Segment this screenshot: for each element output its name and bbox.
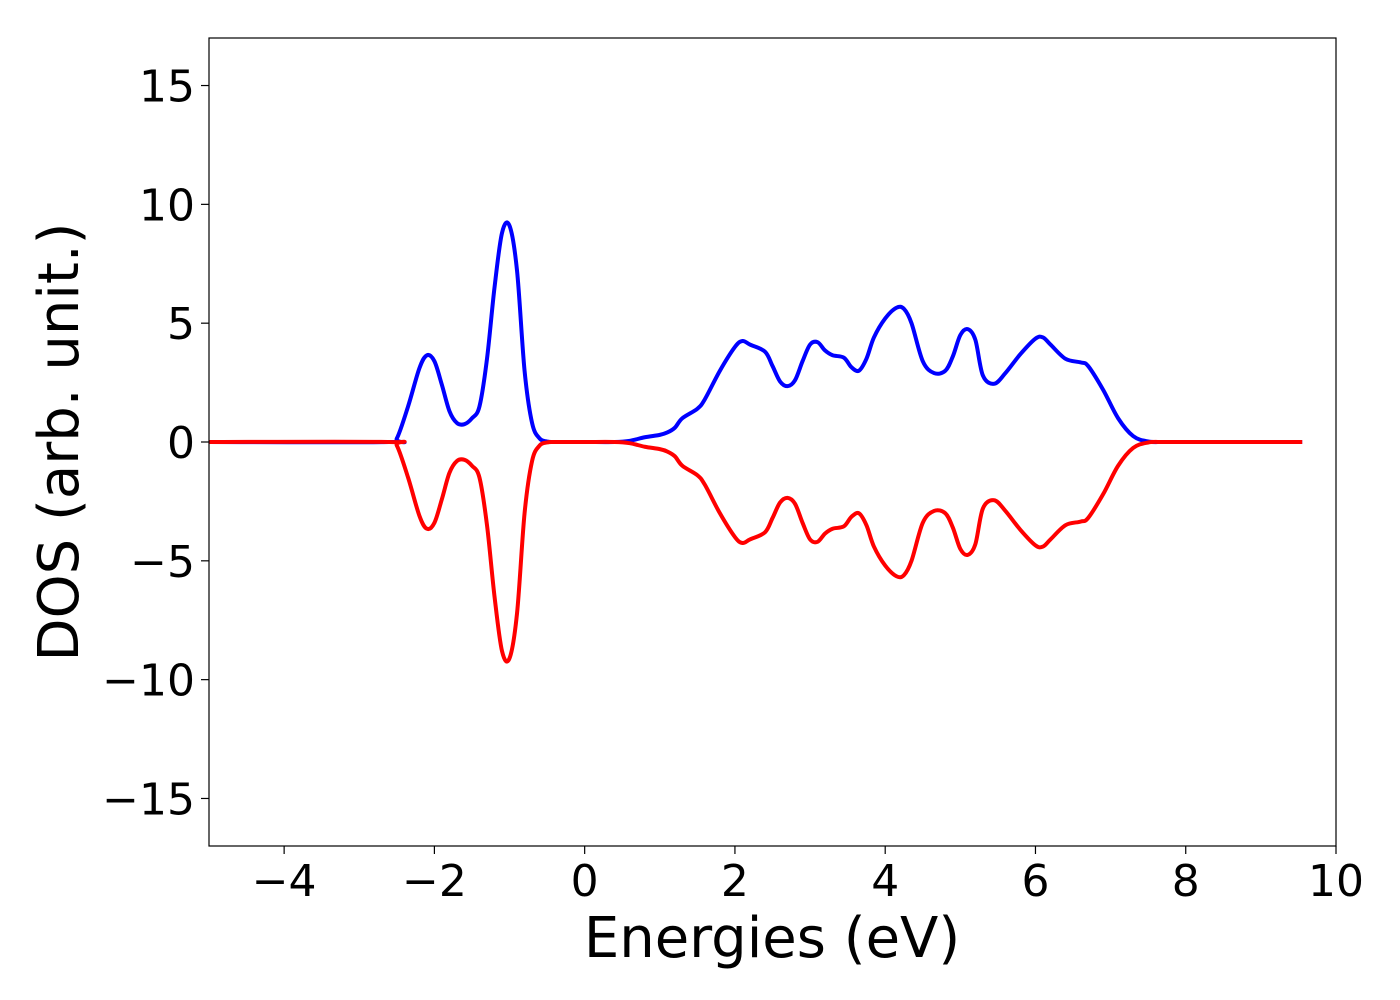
x-tick-label: 2 bbox=[721, 856, 749, 907]
series-layer bbox=[208, 220, 1303, 664]
y-tick-label: 10 bbox=[139, 180, 195, 231]
y-tick-label: 15 bbox=[139, 62, 195, 113]
y-tick-label: 5 bbox=[167, 299, 195, 350]
series-line-1 bbox=[208, 220, 1303, 445]
x-axis-label: Energies (eV) bbox=[584, 906, 960, 971]
series-line-2 bbox=[208, 439, 1303, 664]
x-tick-label: 0 bbox=[571, 856, 599, 907]
x-tick-label: 4 bbox=[871, 856, 899, 907]
x-tick-label: 8 bbox=[1172, 856, 1200, 907]
x-tick-label: −2 bbox=[402, 856, 467, 907]
y-tick-label: 0 bbox=[167, 418, 195, 469]
x-tick-label: 6 bbox=[1021, 856, 1049, 907]
y-tick-label: −15 bbox=[102, 774, 195, 825]
x-tick-label: −4 bbox=[252, 856, 317, 907]
y-axis-label: DOS (arb. unit.) bbox=[27, 222, 92, 661]
y-tick-label: −5 bbox=[130, 537, 195, 588]
y-axis-ticks: 15 10 5 0 −5 −10 −15 bbox=[102, 62, 209, 825]
y-tick-label: −10 bbox=[102, 656, 195, 707]
x-tick-label: 10 bbox=[1308, 856, 1364, 907]
x-axis-ticks: −4 −2 0 2 4 6 8 10 bbox=[252, 846, 1364, 907]
